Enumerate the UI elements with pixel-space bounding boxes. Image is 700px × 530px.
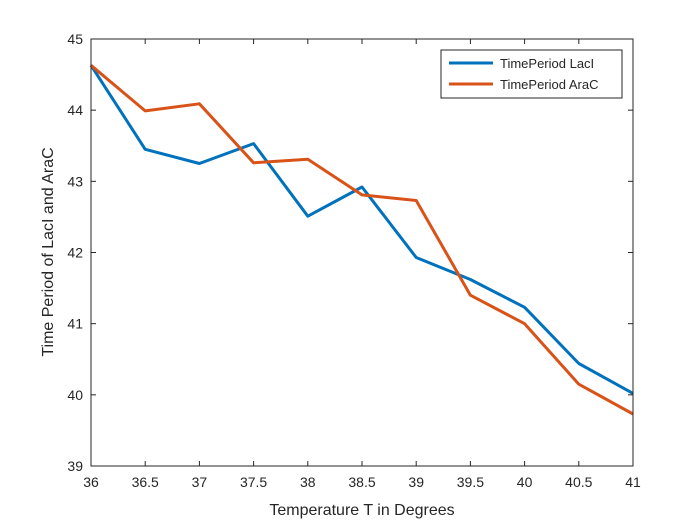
x-tick-label: 39 (408, 474, 424, 490)
x-tick-label: 40 (517, 474, 533, 490)
y-tick-label: 45 (67, 31, 83, 47)
legend-label-2: TimePeriod AraC (500, 77, 599, 92)
y-tick-label: 44 (67, 102, 83, 118)
x-tick-label: 38.5 (348, 474, 375, 490)
x-tick-label: 41 (625, 474, 641, 490)
plot-area (91, 39, 633, 466)
series-layer (89, 64, 634, 416)
y-tick-label: 42 (67, 245, 83, 261)
x-axis-label: Temperature T in Degrees (269, 502, 454, 519)
x-tick-label: 40.5 (565, 474, 592, 490)
x-tick-label: 37.5 (240, 474, 267, 490)
legend: TimePeriod LacI TimePeriod AraC (440, 49, 623, 99)
y-ticks: 39 40 41 42 43 44 45 (67, 31, 633, 474)
x-tick-label: 39.5 (457, 474, 484, 490)
y-tick-label: 39 (67, 458, 83, 474)
x-tick-label: 37 (192, 474, 208, 490)
series-line-1 (89, 64, 634, 395)
x-tick-label: 36 (83, 474, 99, 490)
y-tick-label: 43 (67, 173, 83, 189)
legend-label-1: TimePeriod LacI (500, 56, 594, 71)
y-tick-label: 40 (67, 387, 83, 403)
x-tick-label: 38 (300, 474, 316, 490)
legend-box (440, 49, 623, 99)
y-axis-label: Time Period of LacI and AraC (40, 147, 57, 356)
x-ticks: 36 36.5 37 37.5 38 38.5 39 39.5 40 40.5 41 (83, 39, 641, 490)
series-line-2 (90, 64, 634, 416)
x-tick-label: 36.5 (132, 474, 159, 490)
y-tick-label: 41 (67, 316, 83, 332)
